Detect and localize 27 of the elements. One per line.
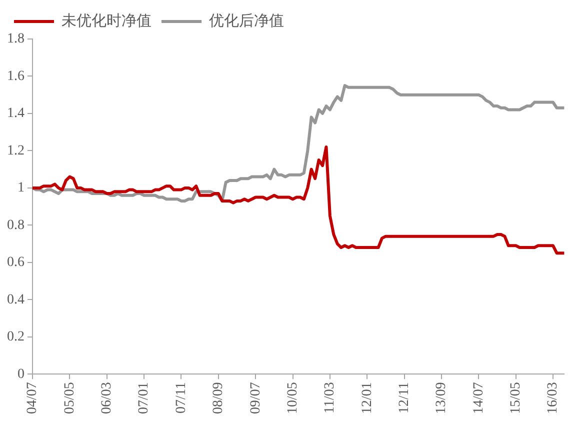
y-tick-label: 0.6 — [7, 255, 24, 270]
legend-label: 未优化时净值 — [62, 12, 152, 30]
y-tick-label: 1.8 — [7, 32, 24, 47]
x-tick-label: 06/03 — [100, 382, 115, 414]
x-tick-label: 07/01 — [136, 382, 152, 414]
x-tick-label: 10/05 — [285, 382, 300, 414]
y-tick-label: 0.4 — [7, 292, 24, 308]
x-tick-label: 04/07 — [25, 382, 40, 414]
y-tick-label: 0 — [18, 366, 24, 382]
y-tick-label: 1.4 — [7, 106, 24, 122]
y-tick-label: 0.2 — [7, 330, 24, 345]
x-tick-label: 11/03 — [322, 382, 338, 414]
x-tick-label: 12/01 — [360, 382, 375, 414]
y-tick-label: 1.6 — [7, 68, 24, 84]
x-tick-label: 05/05 — [62, 382, 78, 414]
legend-label: 优化后净值 — [209, 12, 284, 30]
x-tick-label: 09/07 — [248, 382, 264, 414]
x-tick-label: 13/09 — [434, 382, 450, 414]
y-tick-label: 1 — [18, 180, 24, 196]
x-tick-label: 16/03 — [546, 382, 561, 414]
y-tick-label: 0.8 — [7, 218, 24, 233]
x-tick-label: 12/11 — [396, 382, 412, 414]
y-tick-label: 1.2 — [7, 143, 24, 158]
x-tick-label: 15/05 — [508, 382, 524, 414]
x-tick-label: 07/11 — [174, 382, 189, 414]
x-tick-label: 08/09 — [211, 382, 226, 414]
x-tick-label: 14/07 — [471, 382, 486, 414]
